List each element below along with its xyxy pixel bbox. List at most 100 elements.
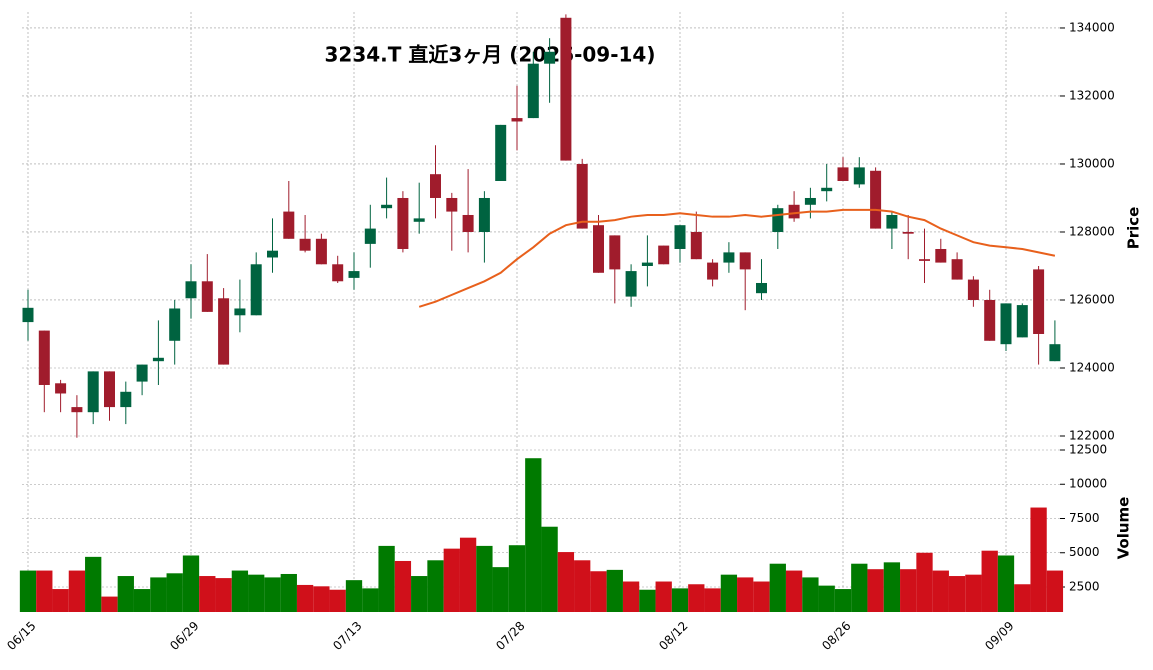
candle-body [1033,269,1045,334]
candle-body [22,307,34,323]
volume-bar [932,570,949,612]
candle-body [462,214,474,232]
volume-bar [378,545,395,612]
volume-bar [769,563,786,612]
candle-body [674,225,686,249]
candle-body [38,330,50,385]
candle-body [397,197,409,249]
candle-body [609,235,621,270]
candle-body [283,211,295,239]
candle-body [218,298,230,365]
y-axis-label: Price [1125,207,1143,250]
y-tick-label: 10000 [1069,477,1107,491]
candle-body [625,271,637,297]
candle-body [576,163,588,229]
x-tick-label: 08/12 [656,619,690,653]
volume-bar [345,580,363,612]
candle-body [478,197,490,232]
y-tick-label: 124000 [1069,360,1115,374]
volume-bar [606,569,623,612]
volume-bar [997,555,1015,612]
volume-bar [231,570,249,612]
candle-body [707,262,719,280]
candle-body [446,197,458,212]
candle-body [201,281,213,312]
volume-bar [199,576,216,612]
candle-body [381,204,393,209]
volume-bar [525,458,542,612]
candle-body [560,17,572,161]
volume-bar [52,589,69,612]
volume-bar [622,581,640,612]
volume-bar [182,555,200,612]
volume-bar [150,577,167,612]
volume-bar [541,526,558,612]
y-tick-label: 122000 [1069,428,1115,442]
volume-bar [948,576,966,612]
volume-bar [296,584,314,612]
candle-body [364,228,376,244]
candle-body [804,197,816,205]
y-tick-label: 132000 [1069,88,1115,102]
candle-body [332,264,344,282]
candle-body [104,371,115,408]
candle-body [593,225,604,273]
candle-body [788,204,800,219]
candle-body [1049,344,1061,362]
volume-bar [117,576,134,612]
candle-body [837,167,849,181]
volume-bar [362,588,379,612]
y-tick-label: 2500 [1069,579,1100,593]
candle-body [902,231,914,234]
volume-bar [264,577,281,612]
candle-body [967,279,979,300]
candle-body [984,299,996,341]
volume-bar [851,563,868,612]
chart-title: 3234.T 直近3ヶ月 (2026-09-14) [325,43,656,67]
y-axis-label: Volume [1115,497,1133,560]
candle-body [772,208,784,232]
y-tick-label: 5000 [1069,545,1100,559]
candle-body [919,259,930,261]
volume-bar [818,585,835,612]
candle-body [641,262,653,266]
volume-bar [639,589,656,612]
volume-bar [557,552,575,612]
volume-bar [671,588,689,612]
candle-body [250,264,262,316]
volume-bar [965,574,982,612]
candle-body [690,231,702,260]
candle-body [299,238,311,251]
moving-average-line [418,208,1056,308]
volume-bar [704,588,721,612]
x-tick-label: 08/26 [819,619,853,653]
volume-bar [313,586,330,612]
x-tick-label: 07/28 [493,619,527,653]
volume-bar [394,560,412,612]
volume-bar [1030,507,1047,612]
candle-body [152,357,164,362]
volume-bar [737,577,754,612]
candle-body [120,391,132,408]
volume-bar [590,571,607,612]
volume-bar [166,573,183,612]
volume-bar [1046,570,1064,612]
volume-bar [68,570,86,612]
y-tick-label: 128000 [1069,224,1115,238]
volume-bar [280,573,297,612]
volume-bar [101,596,118,612]
candle-body [348,271,360,278]
candle-body [544,51,556,64]
volume-bar [411,576,428,612]
volume-bar [427,560,444,612]
volume-bar [753,581,770,612]
candle-body [315,238,327,265]
volume-bar [36,570,53,612]
volume-bar [476,545,493,612]
volume-bar [916,552,933,612]
candle-body [87,371,99,413]
candle-body [723,252,735,263]
candle-body [739,252,751,270]
volume-bar [867,569,884,612]
